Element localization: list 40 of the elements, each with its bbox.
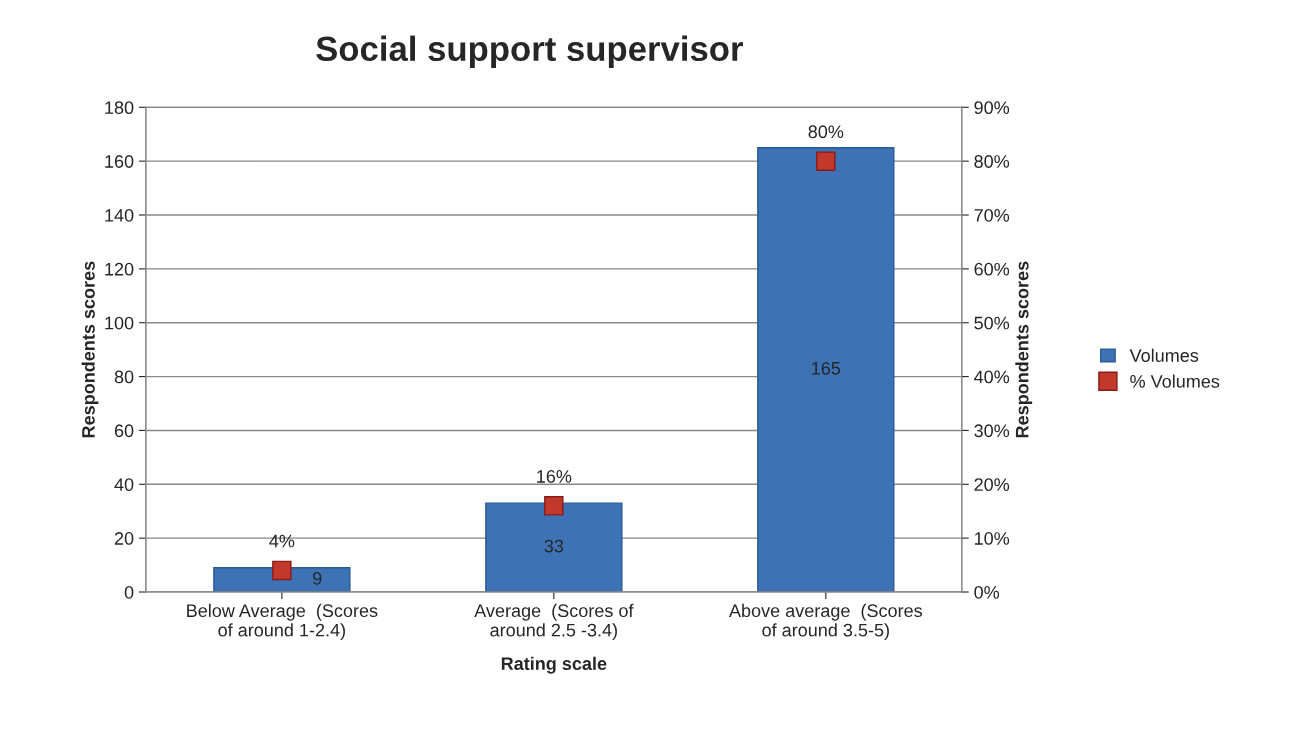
y-tick-label: 180 [105, 101, 134, 115]
point [544, 496, 564, 516]
y-tick-label: 40 [114, 478, 134, 492]
y2-tick-label: 0% [974, 585, 1000, 599]
point [816, 151, 836, 171]
y-tick-label: 80 [114, 370, 134, 384]
y-tick-label: 160 [105, 155, 134, 168]
y2-axis-title: Respondents scores [1015, 261, 1033, 438]
chart-title: Social support supervisor [316, 35, 743, 68]
data-label: 33 [544, 539, 564, 553]
y2-tick-label: 10% [974, 532, 1010, 545]
legend-label: Volumes [1129, 348, 1199, 362]
data-label: 4% [269, 534, 295, 548]
y2-tick-label: 30% [974, 424, 1010, 438]
y2-tick-label: 70% [974, 208, 1010, 222]
x-tick-label: Below Average (Scores of around 1-2.4) [187, 603, 378, 641]
data-label: 16% [537, 470, 572, 483]
legend-label: % Volumes [1130, 374, 1220, 388]
data-label: 9 [313, 571, 322, 585]
y-axis-title: Respondents scores [81, 261, 99, 438]
x-tick-label: Average (Scores of around 2.5 -3.4) [474, 603, 634, 641]
y-tick-label: 100 [105, 316, 134, 330]
y2-tick-label: 60% [974, 262, 1010, 276]
y2-tick-label: 90% [974, 101, 1010, 115]
y2-tick-label: 80% [974, 155, 1010, 168]
x-tick-label: Above average (Scores of around 3.5-5) [729, 603, 923, 641]
y-tick-label: 0 [124, 585, 134, 599]
bar [757, 146, 895, 592]
bar [485, 502, 623, 592]
y-tick-label: 20 [114, 532, 134, 545]
data-label: 165 [812, 361, 841, 375]
x-axis-title: Rating scale [501, 656, 607, 674]
y2-tick-label: 20% [974, 478, 1010, 492]
y-tick-label: 60 [114, 424, 134, 438]
y-tick-label: 140 [105, 208, 134, 222]
y2-tick-label: 50% [974, 316, 1010, 330]
point [272, 560, 292, 581]
data-label: 80% [808, 125, 844, 139]
y-tick-label: 120 [105, 262, 134, 276]
y2-tick-label: 40% [974, 370, 1010, 384]
